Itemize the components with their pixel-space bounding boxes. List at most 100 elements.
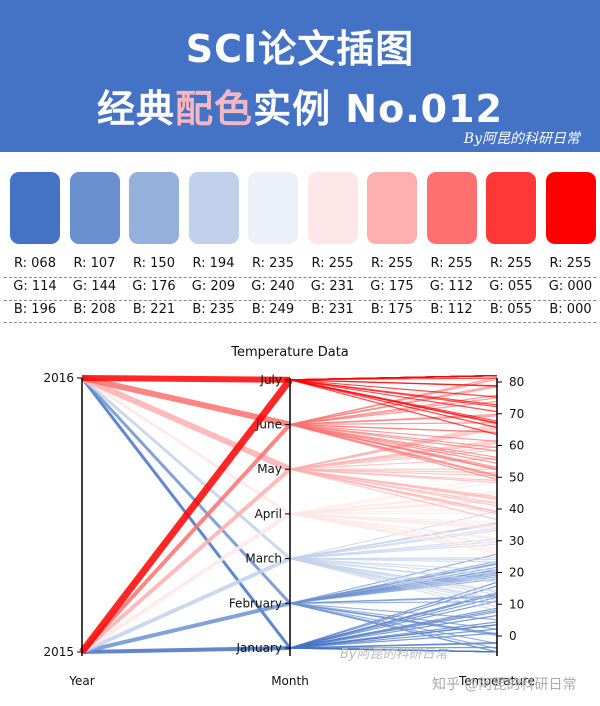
month-temp-line xyxy=(289,558,498,583)
month-temp-line xyxy=(289,423,498,458)
month-temp-line xyxy=(289,512,498,515)
month-tick-label: July xyxy=(259,373,282,387)
chart-title: Temperature Data xyxy=(230,345,349,360)
month-temp-line xyxy=(289,377,498,381)
month-tick-label: April xyxy=(255,507,282,521)
rgb-g-value: G: 112 xyxy=(429,279,474,294)
temp-tick-label: 60 xyxy=(509,439,524,453)
month-tick-label: January xyxy=(236,641,283,655)
color-swatch xyxy=(545,172,596,244)
temp-tick-label: 30 xyxy=(509,534,524,548)
month-temp-line xyxy=(289,595,498,604)
year-month-line xyxy=(81,601,291,654)
rgb-b-value: B: 055 xyxy=(489,302,533,317)
temp-tick-label: 50 xyxy=(509,470,524,484)
color-swatch xyxy=(486,172,536,244)
month-temp-line xyxy=(289,602,498,637)
month-temp-line xyxy=(289,379,498,429)
temp-tick-label: 40 xyxy=(509,502,524,516)
month-temp-line xyxy=(289,513,498,545)
month-temp-line xyxy=(289,558,498,563)
month-tick-label: May xyxy=(257,462,282,476)
color-swatch xyxy=(69,172,120,244)
divider xyxy=(4,322,596,323)
title-part-2: 实例 No.012 xyxy=(253,87,503,131)
month-temp-line xyxy=(289,423,498,464)
month-temp-line xyxy=(289,468,498,504)
year-month-line xyxy=(81,375,291,383)
color-swatch xyxy=(426,172,477,244)
rgb-b-value: B: 112 xyxy=(430,302,473,317)
rgb-r-value: R: 235 xyxy=(252,256,294,271)
month-temp-line xyxy=(289,602,498,653)
color-swatch xyxy=(188,172,239,244)
year-month-line xyxy=(80,512,292,654)
month-temp-line xyxy=(289,628,498,649)
axis-label: Temperature xyxy=(458,674,535,688)
month-temp-line xyxy=(289,498,498,515)
month-temp-line xyxy=(289,585,498,649)
year-month-line xyxy=(79,377,293,655)
month-temp-line xyxy=(289,523,498,560)
year-month-line xyxy=(81,375,291,428)
rgb-r-value: R: 194 xyxy=(192,256,235,271)
month-temp-line xyxy=(289,558,498,612)
color-swatch xyxy=(367,172,417,244)
rgb-g-value: G: 000 xyxy=(548,279,593,294)
month-temp-line xyxy=(289,632,498,649)
month-temp-line xyxy=(289,415,498,426)
month-temp-line xyxy=(289,422,498,426)
month-temp-line xyxy=(289,379,498,398)
month-temp-line xyxy=(289,423,498,452)
rgb-r-value: R: 255 xyxy=(549,256,592,271)
month-temp-line xyxy=(289,449,498,470)
color-swatch xyxy=(307,172,358,244)
rgb-b-value: B: 235 xyxy=(192,302,235,317)
month-tick-label: March xyxy=(245,552,282,566)
title-line-2: 经典配色实例 No.012 xyxy=(0,78,600,133)
month-temp-line xyxy=(289,602,498,621)
month-temp-line xyxy=(289,492,498,515)
site-watermark: 知乎 @阿昆的科研日常 xyxy=(432,677,577,693)
month-temp-line xyxy=(289,558,498,608)
month-temp-line xyxy=(289,468,498,482)
month-temp-line xyxy=(289,513,498,552)
month-temp-line xyxy=(289,513,498,523)
year-month-line xyxy=(81,556,291,654)
axis-label: Month xyxy=(271,674,309,688)
month-temp-line xyxy=(289,558,498,576)
month-temp-line xyxy=(289,379,498,413)
rgb-g-value: G: 114 xyxy=(13,279,57,294)
byline: By阿昆的科研日常 xyxy=(463,131,580,147)
year-tick-label: 2016 xyxy=(43,371,74,385)
month-temp-line xyxy=(289,468,498,521)
year-month-line xyxy=(80,375,292,472)
axis-label: Year xyxy=(68,674,94,688)
month-temp-line xyxy=(289,468,498,513)
month-temp-line xyxy=(289,558,498,600)
month-temp-line xyxy=(289,646,498,649)
rgb-g-value: G: 176 xyxy=(132,279,176,294)
title-line-1: SCI论文插图 xyxy=(185,27,415,71)
rgb-b-value: B: 221 xyxy=(132,302,176,317)
rgb-r-value: R: 068 xyxy=(14,256,56,271)
year-month-line xyxy=(81,646,291,654)
rgb-r-value: R: 150 xyxy=(133,256,175,271)
month-temp-line xyxy=(289,379,498,436)
month-temp-line xyxy=(289,507,498,515)
temp-tick-label: 80 xyxy=(509,375,524,389)
year-month-line xyxy=(81,376,291,560)
rgb-g-value: G: 175 xyxy=(370,279,414,294)
rgb-b-value: B: 000 xyxy=(549,302,592,317)
temp-tick-label: 0 xyxy=(509,629,517,643)
month-temp-line xyxy=(289,527,498,560)
month-temp-line xyxy=(289,513,498,529)
rgb-b-value: B: 175 xyxy=(370,302,414,317)
month-temp-line xyxy=(289,558,498,593)
rgb-b-value: B: 196 xyxy=(13,302,57,317)
year-month-line xyxy=(81,376,291,516)
month-temp-line xyxy=(289,558,498,571)
month-temp-line xyxy=(289,476,498,515)
rgb-b-value: B: 231 xyxy=(311,302,354,317)
rgb-r-value: R: 107 xyxy=(73,256,116,271)
